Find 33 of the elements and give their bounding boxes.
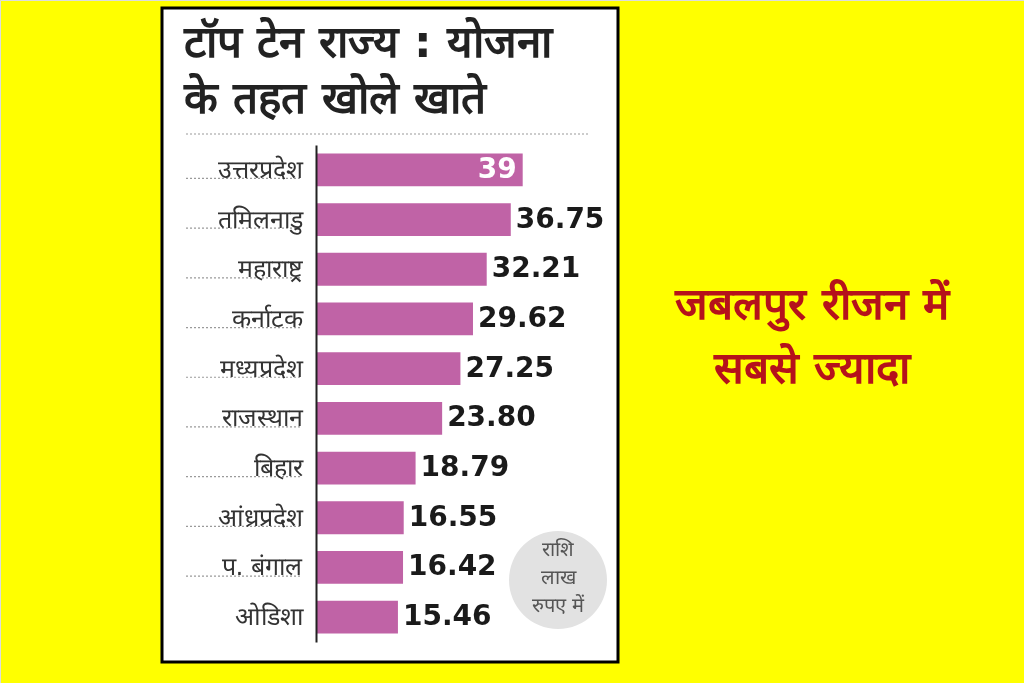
data-label: 32.21 — [491, 251, 581, 285]
y-tick-label: आंध्रप्रदेश — [217, 502, 304, 532]
chart-title: टॉप टेन राज्य : योजना के तहत खोले खाते — [183, 16, 554, 123]
data-label: 16.55 — [408, 499, 498, 533]
y-tick-label: बिहार — [253, 453, 304, 483]
y-tick-label: मध्यप्रदेश — [219, 353, 304, 383]
y-tick-label: कर्नाटक — [231, 303, 304, 333]
bar — [316, 600, 398, 634]
y-tick-label: प. बंगाल — [221, 552, 304, 582]
text: राशि लाख रुपए में — [531, 537, 586, 617]
bar — [316, 352, 461, 386]
data-label: 18.79 — [420, 450, 510, 484]
y-tick-label: उत्तरप्रदेश — [217, 154, 304, 184]
bar — [316, 252, 487, 286]
bar — [316, 153, 523, 187]
data-label: 36.75 — [515, 201, 605, 235]
data-label: 15.46 — [402, 599, 492, 633]
text: जबलपुर रीजन में सबसे ज्यादा — [674, 278, 951, 393]
bar — [316, 203, 511, 236]
data-label: 16.42 — [408, 549, 497, 583]
data-label: 39 — [477, 151, 517, 185]
bar — [316, 451, 416, 485]
data-label: 23.80 — [447, 400, 536, 434]
y-tick-label: महाराष्ट्र — [237, 254, 303, 284]
data-label: 27.25 — [465, 350, 554, 384]
y-tick-label: ओडिशा — [234, 602, 304, 632]
bar — [316, 551, 404, 584]
bar — [316, 302, 473, 336]
y-tick-label: तमिलनाडु — [217, 204, 304, 235]
y-tick-label: राजस्थान — [221, 403, 304, 433]
bar — [316, 401, 443, 435]
bar — [316, 501, 404, 535]
data-label: 29.62 — [477, 300, 567, 334]
